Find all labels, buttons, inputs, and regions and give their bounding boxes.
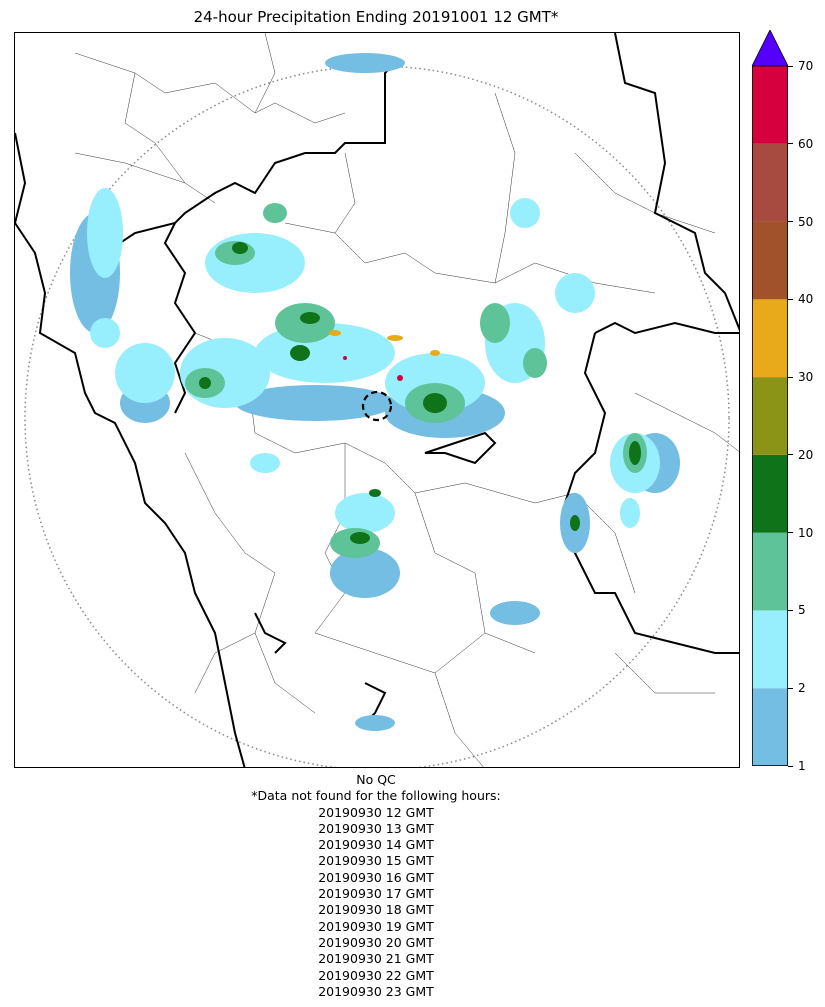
colorbar-tick-mark [788, 454, 793, 456]
colorbar [751, 29, 789, 770]
colorbar-tick-label: 10 [798, 525, 814, 540]
colorbar-tick-mark [788, 532, 793, 534]
colorbar-tick-mark [788, 765, 793, 767]
missing-hour-item: 20190930 18 GMT [318, 902, 434, 918]
missing-hour-item: 20190930 12 GMT [318, 804, 434, 820]
colorbar-scale [751, 29, 789, 766]
colorbar-tick-label: 30 [798, 370, 814, 385]
radar-site-marker [361, 390, 393, 422]
colorbar-segment [752, 143, 788, 222]
precipitation-map [14, 32, 740, 768]
missing-data-header: *Data not found for the following hours: [251, 788, 501, 804]
precip-layer-10-20 [199, 242, 641, 544]
precip-layer-20-40 [329, 330, 440, 356]
colorbar-tick-label: 1 [798, 759, 806, 773]
colorbar-extend-arrow [751, 29, 789, 67]
colorbar-segment [752, 377, 788, 455]
footer-notes: No QC *Data not found for the following … [0, 772, 752, 1000]
missing-hour-item: 20190930 20 GMT [318, 934, 434, 950]
colorbar-tick-mark [788, 687, 793, 689]
colorbar-tick-label: 50 [798, 214, 814, 229]
colorbar-tick-mark [788, 376, 793, 378]
colorbar-tick-label: 40 [798, 292, 814, 307]
colorbar-tick-mark [788, 143, 793, 145]
precip-layer-2-5 [87, 188, 660, 533]
missing-hour-item: 20190930 14 GMT [318, 837, 434, 853]
qc-note: No QC [356, 772, 396, 787]
map-canvas [15, 33, 739, 767]
missing-hour-item: 20190930 23 GMT [318, 983, 434, 999]
colorbar-tick-label: 60 [798, 136, 814, 151]
colorbar-tick-mark [788, 221, 793, 223]
colorbar-outline [752, 65, 788, 766]
missing-hour-item: 20190930 17 GMT [318, 886, 434, 902]
colorbar-tick-label: 2 [798, 681, 806, 696]
missing-hours-list: 20190930 12 GMT 20190930 13 GMT 20190930 1… [0, 805, 752, 1001]
colorbar-tick-label: 20 [798, 447, 814, 462]
colorbar-tick-label: 5 [798, 603, 806, 618]
colorbar-tick-label: 70 [798, 59, 814, 73]
colorbar-segment [752, 532, 788, 611]
colorbar-tick-mark [788, 65, 793, 67]
precip-layer-60-plus [343, 356, 403, 381]
colorbar-segment [752, 454, 788, 533]
colorbar-segment [752, 221, 788, 300]
missing-hour-item: 20190930 16 GMT [318, 869, 434, 885]
map-title: 24-hour Precipitation Ending 20191001 12… [193, 8, 559, 26]
missing-hour-item: 20190930 19 GMT [318, 918, 434, 934]
missing-hour-item: 20190930 22 GMT [318, 967, 434, 983]
colorbar-tick-mark [788, 609, 793, 611]
colorbar-segment [752, 299, 788, 378]
colorbar-segment [752, 610, 788, 689]
missing-hour-item: 20190930 21 GMT [318, 951, 434, 967]
missing-hour-item: 20190930 15 GMT [318, 853, 434, 869]
colorbar-segment [752, 688, 788, 766]
radar-range-ring [24, 65, 730, 767]
missing-hour-item: 20190930 13 GMT [318, 820, 434, 836]
colorbar-tick-mark [788, 298, 793, 300]
colorbar-segment [752, 66, 788, 144]
